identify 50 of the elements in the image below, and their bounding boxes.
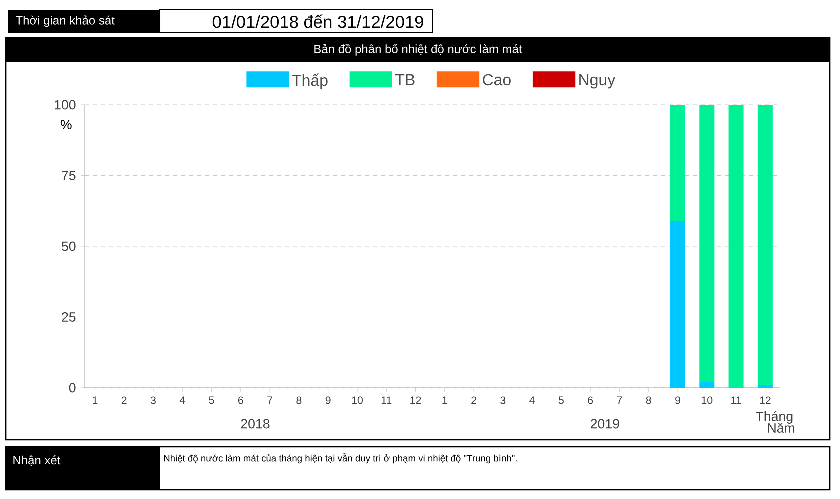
x-tick-label: 6 xyxy=(588,396,594,404)
x-tick-label: 12 xyxy=(410,396,422,404)
y-tick-label: 75 xyxy=(62,171,76,180)
x-tick-label: 8 xyxy=(646,396,652,404)
bar xyxy=(670,104,686,222)
x-tick-label: 1 xyxy=(93,396,98,404)
bar xyxy=(758,385,773,388)
x-tick-label: 11 xyxy=(732,396,742,404)
text: 01/01/2018 đến 31/12/2019 xyxy=(212,14,424,28)
x-tick-label: 2 xyxy=(472,396,476,404)
x-tick-label: 10 xyxy=(702,396,713,404)
x-tick-label: 3 xyxy=(500,396,506,404)
y-tick-label: 50 xyxy=(62,242,76,252)
bar xyxy=(728,104,744,388)
legend-label: Thấp xyxy=(292,74,328,90)
x-tick-label: 5 xyxy=(209,396,214,404)
x-tick-label: 1 xyxy=(442,396,448,404)
chart-title: Bản đồ phân bố nhiệt độ nước làm mát xyxy=(314,44,522,56)
x-tick-label: 10 xyxy=(352,396,363,404)
x-tick-label: 4 xyxy=(180,396,186,404)
text: 2019 xyxy=(590,419,620,429)
text: Năm xyxy=(768,423,795,433)
y-tick-label: 25 xyxy=(62,312,76,322)
text: Nhiệt độ nước làm mát của tháng hiện tại vẫn duy trì ở phạm vi nhiệt độ "Trung bình". xyxy=(164,454,517,464)
x-tick-label: 8 xyxy=(296,396,302,404)
x-tick-label: 9 xyxy=(326,396,331,404)
bar xyxy=(700,382,715,388)
x-tick-label: 5 xyxy=(558,396,564,404)
y-tick-label: 0 xyxy=(69,383,76,393)
legend-label: Cao xyxy=(483,74,511,86)
bar xyxy=(700,104,715,382)
y-axis-title: % xyxy=(60,120,72,130)
x-tick-label: 7 xyxy=(268,396,272,404)
x-tick-label: 9 xyxy=(676,396,680,404)
legend-label: Nguy xyxy=(580,74,616,89)
x-tick-label: 6 xyxy=(238,396,244,404)
bar xyxy=(670,221,686,388)
x-tick-label: 11 xyxy=(382,396,392,404)
x-tick-label: 2 xyxy=(122,396,127,404)
x-tick-label: 4 xyxy=(530,396,535,404)
text: Thời gian khảo sát xyxy=(16,16,115,28)
x-tick-label: 7 xyxy=(617,396,622,404)
bar xyxy=(758,104,773,386)
text: 2018 xyxy=(241,419,270,429)
x-axis-title: Tháng xyxy=(756,411,793,424)
y-tick-label: 100 xyxy=(55,100,76,110)
x-tick-label: 12 xyxy=(760,396,771,404)
legend-label: TB xyxy=(396,74,415,86)
text: Nhận xét xyxy=(14,456,61,466)
x-tick-label: 3 xyxy=(150,396,156,404)
